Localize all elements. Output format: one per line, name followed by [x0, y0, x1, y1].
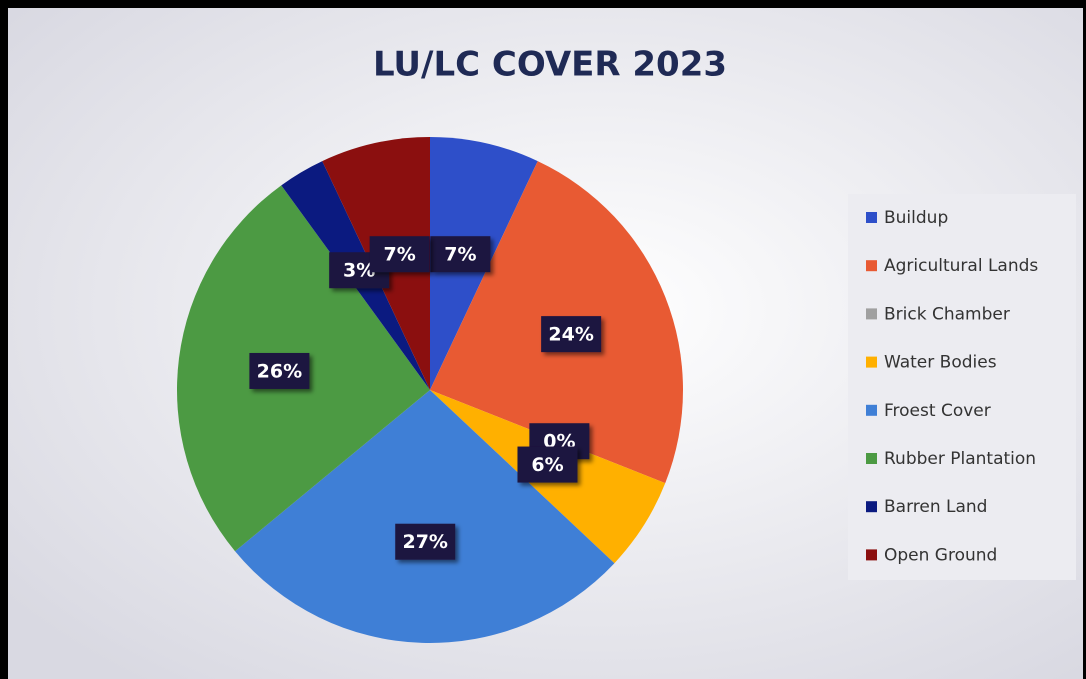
legend-swatch — [866, 356, 877, 368]
legend-swatch — [866, 260, 877, 272]
data-label-box — [430, 236, 491, 273]
legend-swatch — [866, 212, 877, 223]
legend-label: Water Bodies — [884, 353, 997, 373]
legend-swatch — [866, 453, 877, 464]
legend-label: Barren Land — [884, 497, 987, 517]
data-label: 26% — [257, 360, 302, 382]
legend-box — [848, 194, 1076, 580]
legend-swatch — [866, 501, 877, 513]
data-label-box — [249, 352, 310, 389]
legend-label: Froest Cover — [884, 401, 991, 421]
data-label: 24% — [548, 324, 593, 346]
legend-label: Brick Chamber — [884, 304, 1010, 324]
data-label: 3% — [343, 260, 375, 282]
legend-label: Agricultural Lands — [884, 256, 1038, 276]
data-label-box — [369, 236, 430, 273]
data-label-box — [541, 316, 602, 353]
pie-slice — [235, 390, 615, 643]
legend-label: Open Ground — [884, 545, 997, 565]
data-label: 27% — [402, 531, 447, 553]
legend-label: Buildup — [884, 208, 948, 228]
legend-swatch — [866, 308, 877, 320]
data-label-box — [517, 446, 578, 483]
data-label-box — [395, 523, 456, 560]
data-label: 7% — [444, 244, 476, 266]
data-label: 6% — [531, 454, 563, 476]
legend-swatch — [866, 549, 877, 561]
legend-label: Rubber Plantation — [884, 449, 1036, 469]
legend-swatch — [866, 404, 877, 416]
data-label: 7% — [384, 244, 416, 266]
chart-title: LU/LC COVER 2023 — [373, 45, 727, 85]
